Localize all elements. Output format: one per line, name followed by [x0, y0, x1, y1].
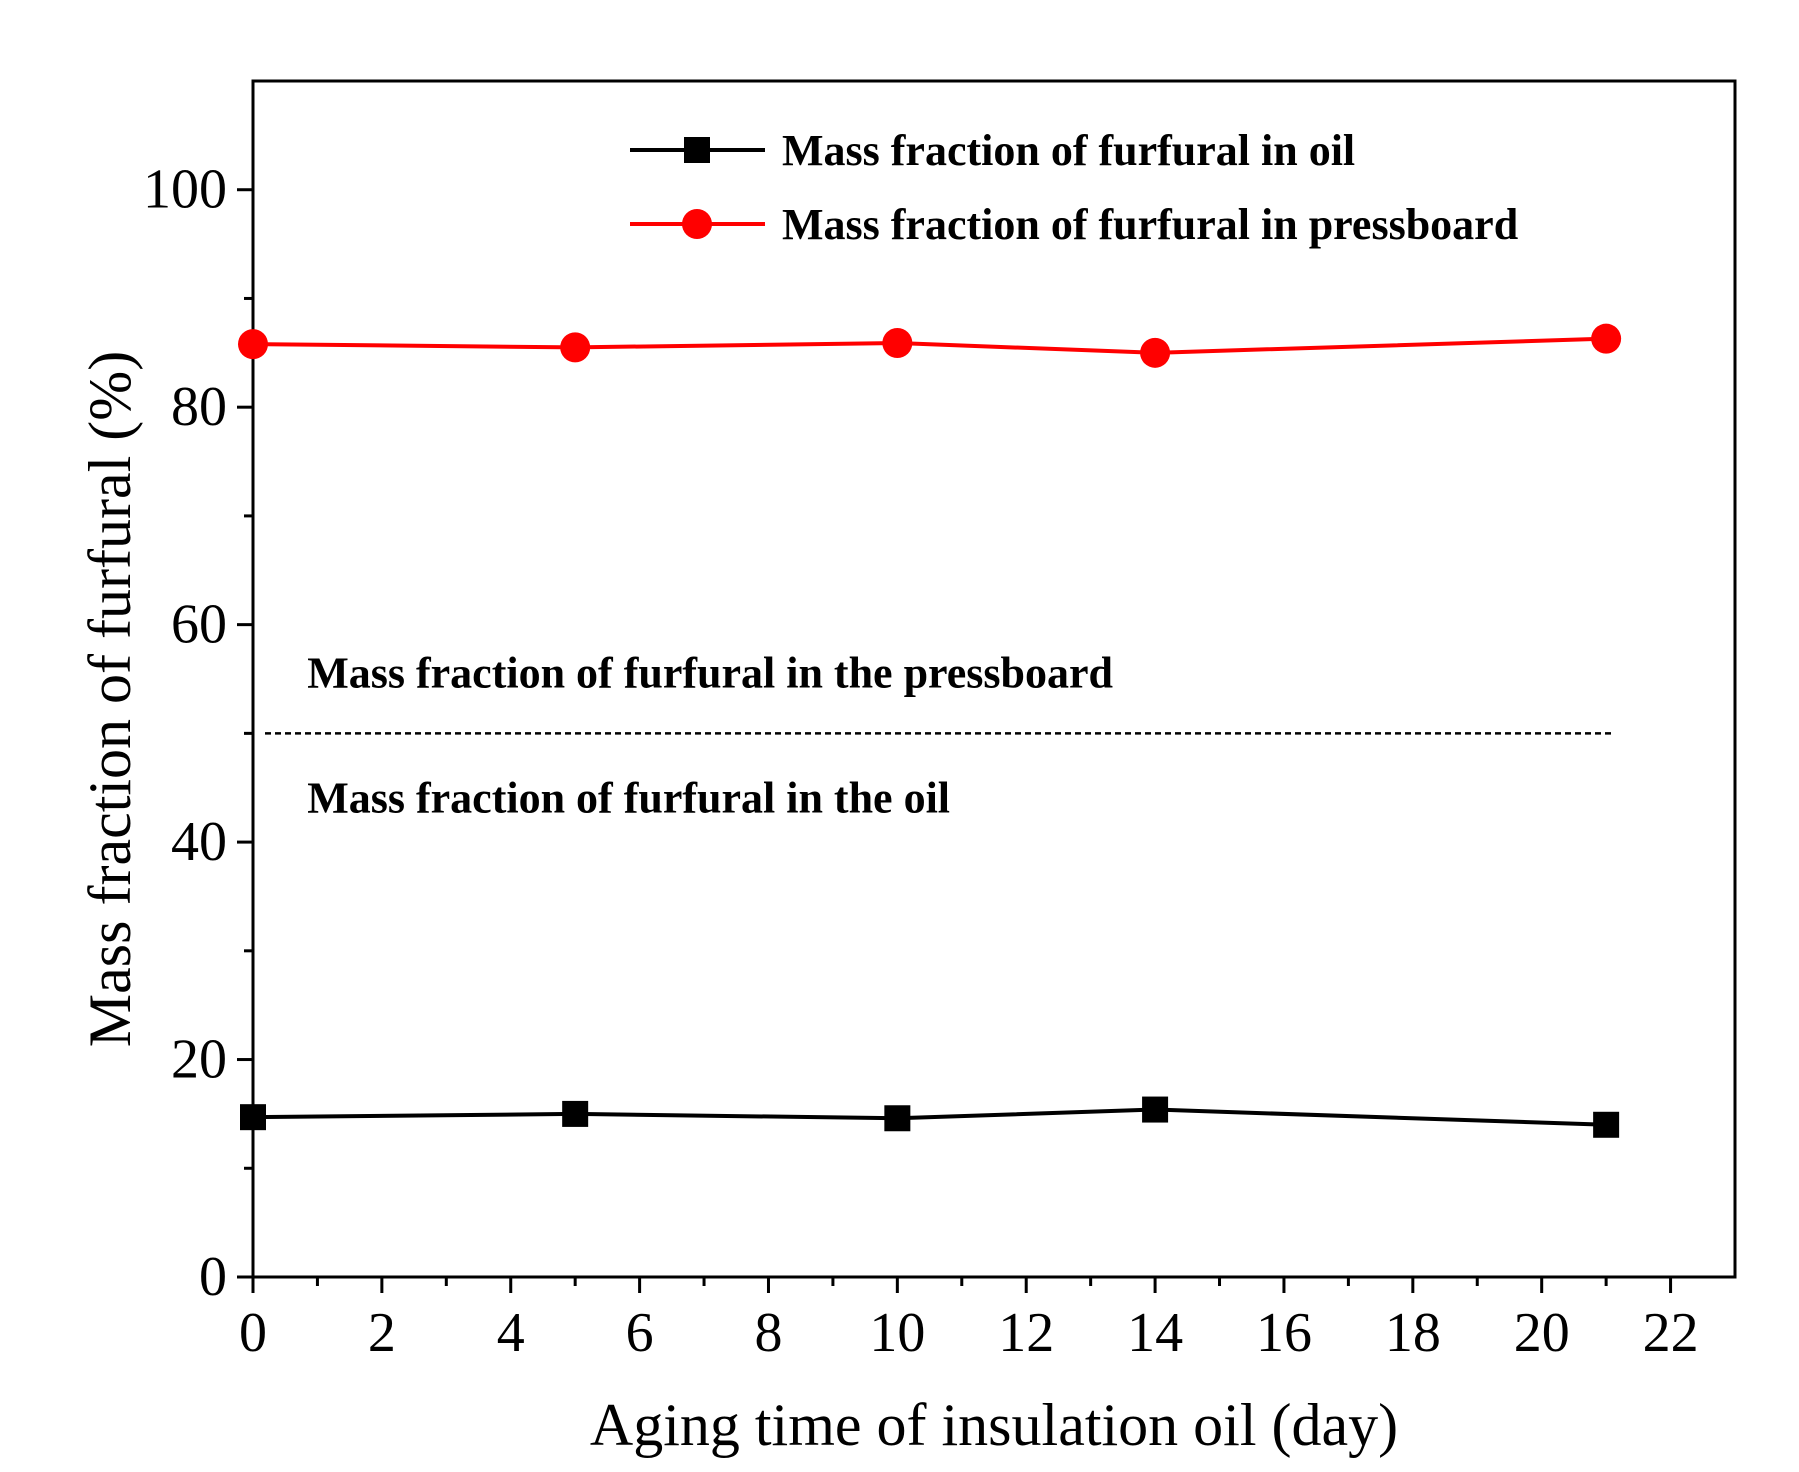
x-tick-label: 0	[239, 1302, 267, 1364]
x-tick-label: 12	[998, 1302, 1054, 1364]
x-tick-label: 4	[497, 1302, 525, 1364]
series-line	[252, 1107, 1607, 1127]
data-point-square	[884, 1105, 911, 1132]
data-point-square	[240, 1104, 266, 1131]
data-point-square	[1142, 1096, 1169, 1123]
data-point-square	[1593, 1111, 1620, 1138]
x-axis-title: Aging time of insulation oil (day)	[590, 1392, 1398, 1458]
x-tick-label: 8	[754, 1302, 782, 1364]
x-tick-label: 14	[1127, 1302, 1183, 1364]
x-tick-label: 22	[1643, 1302, 1699, 1364]
y-axis-title: Mass fraction of furfural (%)	[77, 351, 143, 1047]
legend-marker-circle	[682, 209, 712, 239]
x-tick-label: 16	[1256, 1302, 1312, 1364]
annotation-text: Mass fraction of furfural in the pressbo…	[307, 649, 1113, 698]
x-tick-label: 20	[1514, 1302, 1570, 1364]
y-tick-label: 100	[143, 159, 227, 221]
y-tick-label: 80	[171, 376, 227, 438]
y-tick-label: 0	[199, 1246, 227, 1308]
data-point-circle	[560, 332, 591, 363]
x-tick-label: 6	[626, 1302, 654, 1364]
plot-frame	[251, 79, 1737, 1279]
data-point-square	[562, 1100, 589, 1127]
legend-label: Mass fraction of furfural in pressboard	[782, 200, 1518, 249]
x-tick-label: 10	[869, 1302, 925, 1364]
data-point-circle	[238, 329, 268, 360]
y-tick-label: 60	[171, 594, 227, 656]
legend-label: Mass fraction of furfural in oil	[782, 126, 1355, 175]
data-point-circle	[1140, 337, 1171, 368]
x-tick-label: 2	[368, 1302, 396, 1364]
data-point-circle	[882, 328, 913, 359]
x-tick-label: 18	[1385, 1302, 1441, 1364]
series-line	[252, 336, 1607, 355]
data-point-circle	[1591, 323, 1622, 354]
legend-marker-square	[684, 137, 710, 163]
annotation-text: Mass fraction of furfural in the oil	[307, 774, 950, 823]
y-tick-label: 40	[171, 811, 227, 873]
y-tick-label: 20	[171, 1029, 227, 1091]
